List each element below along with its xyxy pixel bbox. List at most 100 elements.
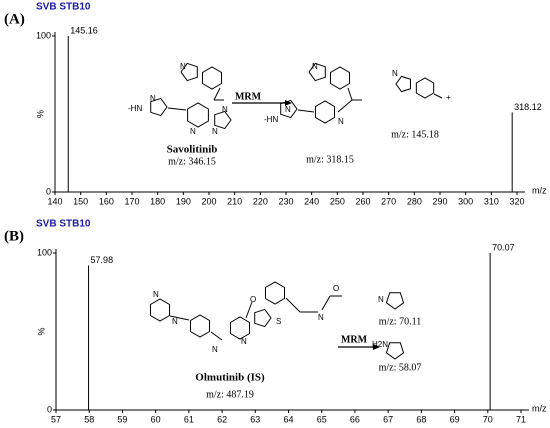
bond: [321, 295, 331, 311]
atom-label: O: [333, 284, 339, 293]
peak-label: 145.16: [70, 25, 98, 35]
x-tick-label: 310: [484, 196, 499, 206]
atom-label: -HN: [128, 104, 142, 113]
x-tick-label: 270: [381, 196, 396, 206]
x-tick-label: 60: [151, 414, 161, 424]
x-tick-label: 70: [483, 414, 493, 424]
atom-label: N: [338, 117, 344, 126]
x-tick-label: 290: [432, 196, 447, 206]
atom-label: +: [446, 93, 451, 102]
atom-label: O: [250, 295, 256, 304]
atom-label: N: [222, 105, 228, 114]
x-axis-label: m/z: [532, 403, 547, 413]
x-tick-label: 63: [250, 414, 260, 424]
peak-label: 318.12: [514, 102, 542, 112]
chart-title: SVB STB10: [36, 2, 91, 13]
x-tick-label: 210: [227, 196, 242, 206]
x-tick-label: 71: [516, 414, 526, 424]
x-tick-label: 170: [124, 196, 139, 206]
ring: [254, 308, 272, 328]
bond: [347, 87, 353, 101]
annotation: m/z: 346.15: [168, 156, 216, 167]
bond: [169, 315, 190, 321]
x-tick-label: 140: [47, 196, 62, 206]
x-tick-label: 260: [355, 196, 370, 206]
atom-label: N: [392, 69, 398, 78]
x-tick-label: 200: [201, 196, 216, 206]
ring: [308, 62, 326, 82]
x-tick-label: 150: [73, 196, 88, 206]
x-tick-label: 280: [407, 196, 422, 206]
x-tick-label: 180: [150, 196, 165, 206]
annotation: m/z: 58.07: [379, 362, 422, 373]
atom-label: N: [153, 290, 159, 299]
x-tick-label: 58: [84, 414, 94, 424]
annotation: MRM: [341, 334, 368, 345]
bond: [285, 297, 301, 313]
ring: [189, 314, 211, 338]
ring: [280, 99, 298, 119]
bond: [210, 331, 223, 341]
atom-label: N: [212, 345, 218, 354]
x-tick-label: 250: [330, 196, 345, 206]
panel-label: (B): [4, 228, 24, 244]
atom-label: S: [276, 317, 281, 326]
chart-title: SVB STB10: [36, 219, 91, 230]
bond: [245, 301, 253, 319]
x-tick-label: 59: [117, 414, 127, 424]
annotation: m/z: 145.18: [391, 129, 439, 140]
x-tick-label: 62: [217, 414, 227, 424]
ring: [415, 77, 435, 99]
ring: [385, 292, 405, 310]
atom-label: N: [172, 317, 178, 326]
ring: [264, 281, 286, 305]
ring: [214, 110, 232, 130]
y-tick-label: 0: [47, 404, 52, 414]
atom-label: N: [212, 127, 218, 136]
atom-label: N: [180, 62, 186, 71]
x-tick-label: 65: [317, 414, 327, 424]
arrow-head: [285, 100, 292, 106]
atom-label: N: [241, 337, 247, 346]
ring: [329, 66, 351, 90]
y-tick-label: 0: [46, 186, 51, 196]
bond: [167, 107, 187, 111]
x-tick-label: 240: [304, 196, 319, 206]
ring: [150, 97, 168, 117]
ring: [314, 100, 336, 124]
x-tick-label: 320: [509, 196, 524, 206]
compound-name: Olmutinib (IS): [195, 372, 265, 384]
y-tick-label: 100: [37, 247, 52, 257]
bond: [433, 93, 443, 99]
atom-label: -HN: [264, 115, 278, 124]
y-axis-label: %: [36, 327, 46, 335]
x-tick-label: 66: [350, 414, 360, 424]
annotation: m/z: 318.15: [306, 154, 354, 165]
ring: [180, 62, 198, 82]
atom-label: N: [190, 127, 196, 136]
bond: [337, 99, 353, 113]
x-tick-label: 61: [184, 414, 194, 424]
peak-label: 57.98: [91, 255, 114, 265]
x-tick-label: 160: [99, 196, 114, 206]
x-tick-label: 300: [458, 196, 473, 206]
x-tick-label: 69: [450, 414, 460, 424]
x-tick-label: 220: [253, 196, 268, 206]
ring: [149, 298, 171, 322]
x-tick-label: 67: [383, 414, 393, 424]
atom-label: N: [150, 94, 156, 103]
y-tick-label: 100: [36, 30, 51, 40]
ring: [187, 102, 209, 128]
compound-name: Savolitinib: [167, 144, 218, 156]
atom-label: N: [378, 295, 384, 304]
bond: [297, 109, 315, 113]
ring: [229, 316, 251, 340]
x-tick-label: 230: [278, 196, 293, 206]
x-tick-label: 68: [416, 414, 426, 424]
x-tick-label: 64: [283, 414, 293, 424]
structures: [149, 62, 443, 360]
atom-label: H2N: [372, 340, 388, 349]
x-tick-label: 57: [51, 414, 61, 424]
ring: [395, 75, 411, 93]
